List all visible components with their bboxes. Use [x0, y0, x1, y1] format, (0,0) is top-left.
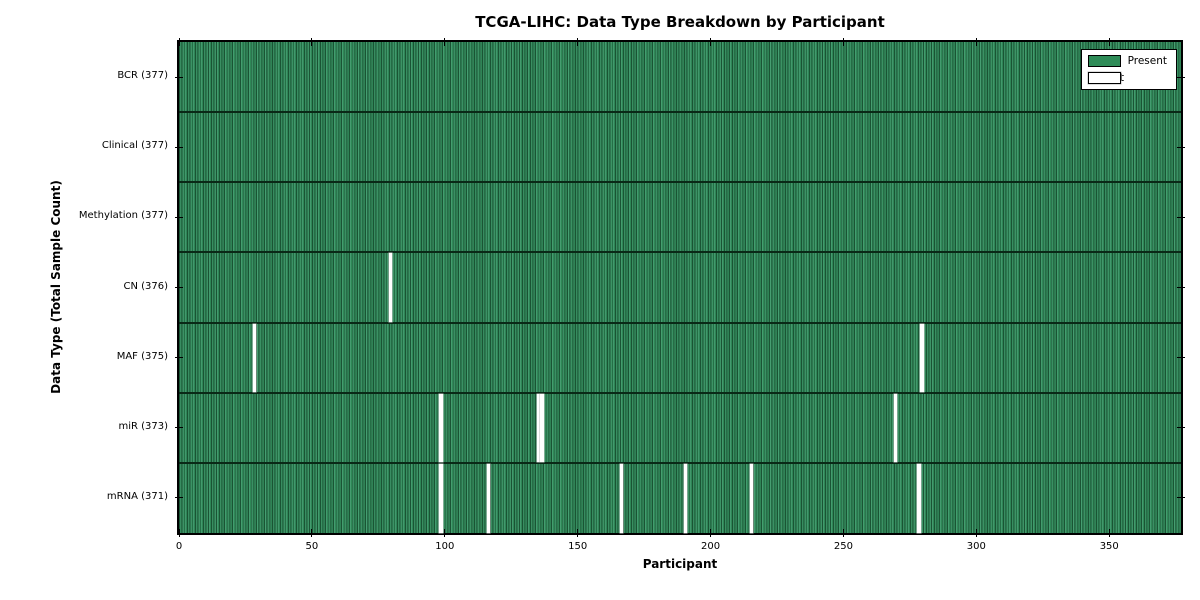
x-tick-top [710, 38, 712, 46]
absent-mark-mRNA-116 [486, 463, 491, 533]
x-tick-top [1108, 38, 1110, 46]
x-tick-label: 150 [568, 541, 588, 552]
y-tick-label-mRNA: mRNA (371) [106, 490, 168, 502]
x-tick-label: 0 [175, 541, 183, 552]
row-separator [179, 321, 1181, 324]
x-tick-bottom [1108, 529, 1110, 537]
x-tick-bottom [444, 529, 446, 537]
x-tick-top [311, 38, 313, 46]
x-tick-top [975, 38, 977, 46]
y-tick-right [1177, 76, 1185, 78]
absent-mark-MAF-28 [253, 323, 257, 392]
x-tick-bottom [842, 529, 844, 537]
y-tick-label-miR: miR (373) [118, 420, 168, 432]
x-tick-label: 100 [435, 541, 455, 552]
absent-mark-mRNA-166 [619, 463, 624, 533]
y-tick-right [1177, 357, 1185, 359]
x-tick-top [577, 38, 579, 46]
absent-mark-miR-269 [893, 393, 897, 462]
x-tick-bottom [577, 529, 579, 537]
x-tick-top [178, 38, 180, 46]
absent-mark-CN-79 [388, 253, 393, 322]
x-tick-top [842, 38, 844, 46]
row-separator [179, 181, 1181, 184]
legend-item-absent: Absent [1087, 72, 1167, 84]
y-tick-label-Clinical: Clinical (377) [101, 140, 168, 152]
x-tick-label: 200 [701, 541, 721, 552]
y-tick-left [175, 427, 183, 429]
legend-item-present: Present [1087, 55, 1167, 67]
x-tick-label: 250 [833, 541, 853, 552]
legend-label-present: Present [1127, 55, 1167, 67]
chart-title: TCGA-LIHC: Data Type Breakdown by Partic… [475, 13, 885, 31]
y-tick-label-BCR: BCR (377) [117, 70, 168, 82]
absent-mark-MAF-279 [920, 323, 924, 392]
y-tick-label-MAF: MAF (375) [116, 350, 168, 362]
y-tick-left [175, 357, 183, 359]
x-axis-label: Participant [642, 557, 718, 571]
x-tick-bottom [178, 529, 180, 537]
absent-mark-miR-135 [537, 393, 541, 462]
absent-mark-mRNA-278 [917, 463, 921, 533]
x-tick-bottom [311, 529, 313, 537]
row-separator [179, 461, 1181, 464]
absent-mark-miR-98 [439, 393, 443, 462]
y-tick-left [175, 76, 183, 78]
x-tick-label: 50 [305, 541, 319, 552]
y-tick-left [175, 287, 183, 288]
absent-mark-mRNA-190 [683, 463, 688, 533]
row-separator [179, 391, 1181, 394]
absent-mark-mRNA-98 [439, 463, 443, 533]
plot-area: Present Absent [175, 38, 1185, 537]
row-separator [179, 251, 1181, 254]
x-tick-bottom [710, 529, 712, 537]
legend-swatch-present-icon [1087, 55, 1121, 67]
y-tick-left [175, 497, 183, 499]
y-tick-right [1177, 146, 1185, 148]
y-tick-right [1177, 497, 1185, 499]
y-tick-label-Methylation: Methylation (377) [78, 210, 168, 222]
row-separator [179, 111, 1181, 114]
x-tick-bottom [975, 529, 977, 537]
x-tick-label: 350 [1099, 541, 1119, 552]
y-tick-left [175, 146, 183, 148]
legend-swatch-absent-icon [1087, 72, 1121, 84]
y-tick-right [1177, 216, 1185, 218]
x-tick-top [444, 38, 446, 46]
y-tick-left [175, 216, 183, 218]
legend: Present Absent [1080, 49, 1177, 90]
y-tick-right [1177, 427, 1185, 429]
absent-mark-miR-136 [540, 393, 544, 462]
y-tick-right [1177, 287, 1185, 288]
x-tick-label: 300 [966, 541, 986, 552]
absent-mark-mRNA-215 [750, 463, 754, 533]
y-tick-label-CN: CN (376) [123, 280, 168, 292]
